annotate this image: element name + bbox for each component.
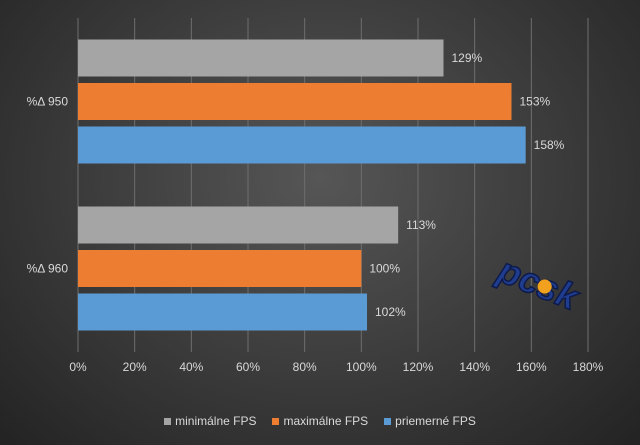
data-label: 100%: [369, 262, 400, 276]
bar-avg-fps: [78, 126, 526, 164]
legend: minimálne FPS maximálne FPS priemerné FP…: [0, 414, 640, 428]
x-tick-label: 0%: [69, 360, 87, 374]
category-label: %Δ 960: [27, 262, 69, 276]
x-tick-label: 100%: [346, 360, 377, 374]
x-tick-label: 60%: [236, 360, 260, 374]
legend-swatch-max: [272, 417, 280, 425]
bar-max-fps: [78, 83, 512, 120]
x-tick-label: 120%: [403, 360, 434, 374]
legend-item-min: minimálne FPS: [164, 414, 256, 428]
pcsk-logo: pcsk: [491, 248, 587, 319]
data-label: 158%: [534, 138, 565, 152]
legend-label-max: maximálne FPS: [283, 414, 369, 428]
x-tick-label: 80%: [293, 360, 317, 374]
x-axis-ticks: 0% 20% 40% 60% 80% 100% 120% 140% 160% 180%: [69, 360, 603, 374]
x-tick-label: 40%: [179, 360, 203, 374]
legend-label-avg: priemerné FPS: [395, 414, 476, 428]
x-tick-label: 180%: [573, 360, 604, 374]
legend-label-min: minimálne FPS: [175, 414, 257, 428]
x-tick-label: 160%: [516, 360, 547, 374]
flame-icon: [537, 279, 552, 294]
data-label: 153%: [520, 95, 551, 109]
data-label: 113%: [406, 218, 436, 232]
data-label: 129%: [452, 51, 483, 65]
data-labels: 129% 153% 158% 113% 100% 102%: [369, 51, 564, 319]
bar-min-fps: [78, 206, 399, 244]
bars: [78, 39, 526, 331]
category-label: %Δ 950: [27, 95, 69, 109]
bar-avg-fps: [78, 293, 367, 331]
x-tick-label: 20%: [123, 360, 147, 374]
x-tick-label: 140%: [459, 360, 490, 374]
legend-swatch-avg: [384, 417, 392, 425]
legend-swatch-min: [164, 417, 172, 425]
legend-item-max: maximálne FPS: [272, 414, 368, 428]
bar-max-fps: [78, 250, 362, 287]
bar-min-fps: [78, 39, 444, 77]
y-axis-categories: %Δ 950 %Δ 960: [27, 95, 69, 276]
legend-item-avg: priemerné FPS: [384, 414, 476, 428]
data-label: 102%: [375, 305, 406, 319]
